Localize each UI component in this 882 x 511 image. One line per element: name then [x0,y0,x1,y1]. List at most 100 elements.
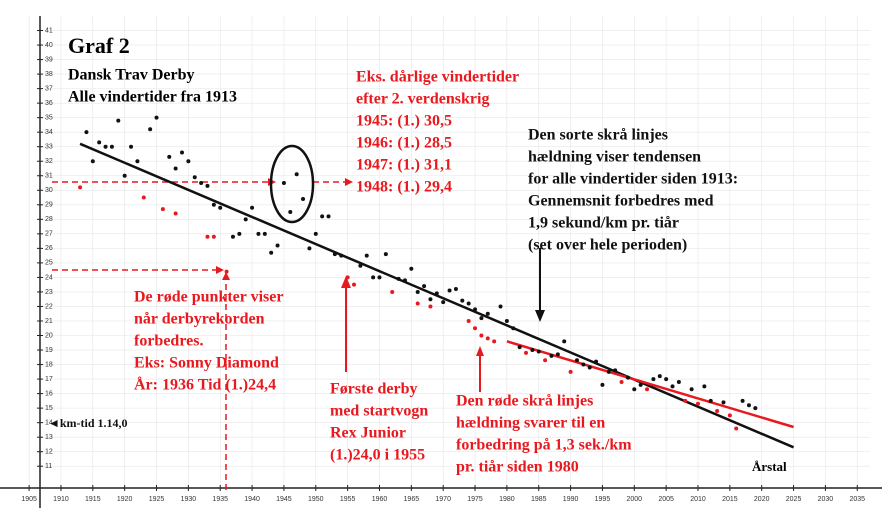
point [256,231,261,236]
point [549,353,554,358]
point [460,298,465,303]
point [670,384,675,389]
annotation: 1947: (1.) 31,1 [356,157,452,174]
point [199,181,204,186]
point [396,276,401,281]
y-tick-label: 33 [45,144,53,151]
point [415,301,420,306]
y-tick-label: 36 [45,100,53,107]
x-tick-label: 1935 [212,496,228,503]
y-tick-label: 27 [45,231,53,238]
point [262,231,267,236]
arrow-head [535,310,545,322]
point [568,369,573,374]
annotation: (1.)24,0 i 1955 [330,447,425,464]
point [504,318,509,323]
arrow-head [476,346,484,356]
point [651,377,656,382]
annotation: hældning svarer til en [456,415,605,432]
x-tick-label: 2015 [722,496,738,503]
y-tick-label: 24 [45,274,53,281]
point [485,311,490,316]
point [536,349,541,354]
point [148,127,153,132]
point [447,288,452,293]
point [753,406,758,411]
point [250,205,255,210]
point [428,297,433,302]
annotation: når derbyrekorden [134,311,265,328]
point [702,384,707,389]
annotation: Den sorte skrå linjes [528,127,668,144]
point [345,275,350,280]
point [543,358,548,363]
point [434,291,439,296]
point [683,398,688,403]
point [211,202,216,207]
point [141,195,146,200]
point [129,144,134,149]
y-tick-label: 39 [45,56,53,63]
point [441,300,446,305]
point [358,263,363,268]
x-tick-label: 1945 [276,496,292,503]
x-tick-label: 2035 [849,496,865,503]
point [428,304,433,309]
point [485,336,490,341]
point [192,175,197,180]
y-tick-label: 11 [45,463,52,470]
point [555,352,560,357]
x-tick-label: 1970 [435,496,451,503]
point [689,387,694,392]
x-tick-label: 2020 [754,496,770,503]
arrow-head [222,272,230,280]
y-tick-label: 20 [45,332,53,339]
point [530,348,535,353]
point [109,144,114,149]
point [390,289,395,294]
highlight-ellipse [269,144,315,224]
y-tick-label: 22 [45,303,53,310]
x-tick-label: 1995 [595,496,611,503]
annotation: 1948: (1.) 29,4 [356,179,452,196]
point [402,278,407,283]
point [377,275,382,280]
y-tick-label: 37 [45,85,53,92]
annotation: forbedring på 1,3 sek./km [456,437,632,454]
point [173,166,178,171]
x-tick-label: 1955 [340,496,356,503]
point [301,196,306,201]
y-tick-label: 16 [45,390,53,397]
y-tick-label: 23 [45,289,53,296]
annotation: De røde punkter viser [134,289,283,306]
point [281,181,286,186]
point [492,339,497,344]
point [664,377,669,382]
point [600,382,605,387]
point [218,205,223,210]
point [122,173,127,178]
point [294,172,299,177]
point [332,252,337,257]
annotation: Gennemsnit forbedres med [528,193,714,210]
annotation: ◄km-tid 1.14,0 [48,416,128,430]
point [613,368,618,373]
annotation: hældning viser tendensen [528,149,701,166]
point [275,243,280,248]
point [84,130,89,135]
y-tick-label: 17 [45,376,53,383]
point [466,301,471,306]
point [180,150,184,155]
point [606,369,611,374]
point [173,211,178,216]
point [581,362,586,367]
x-tick-label: 1940 [244,496,260,503]
x-axis-label: Årstal [752,459,787,474]
x-tick-label: 1915 [85,496,101,503]
point [186,159,191,164]
x-tick-label: 1950 [308,496,324,503]
annotation: Den røde skrå linjes [456,393,593,410]
point [619,379,624,384]
x-tick-label: 1910 [53,496,69,503]
